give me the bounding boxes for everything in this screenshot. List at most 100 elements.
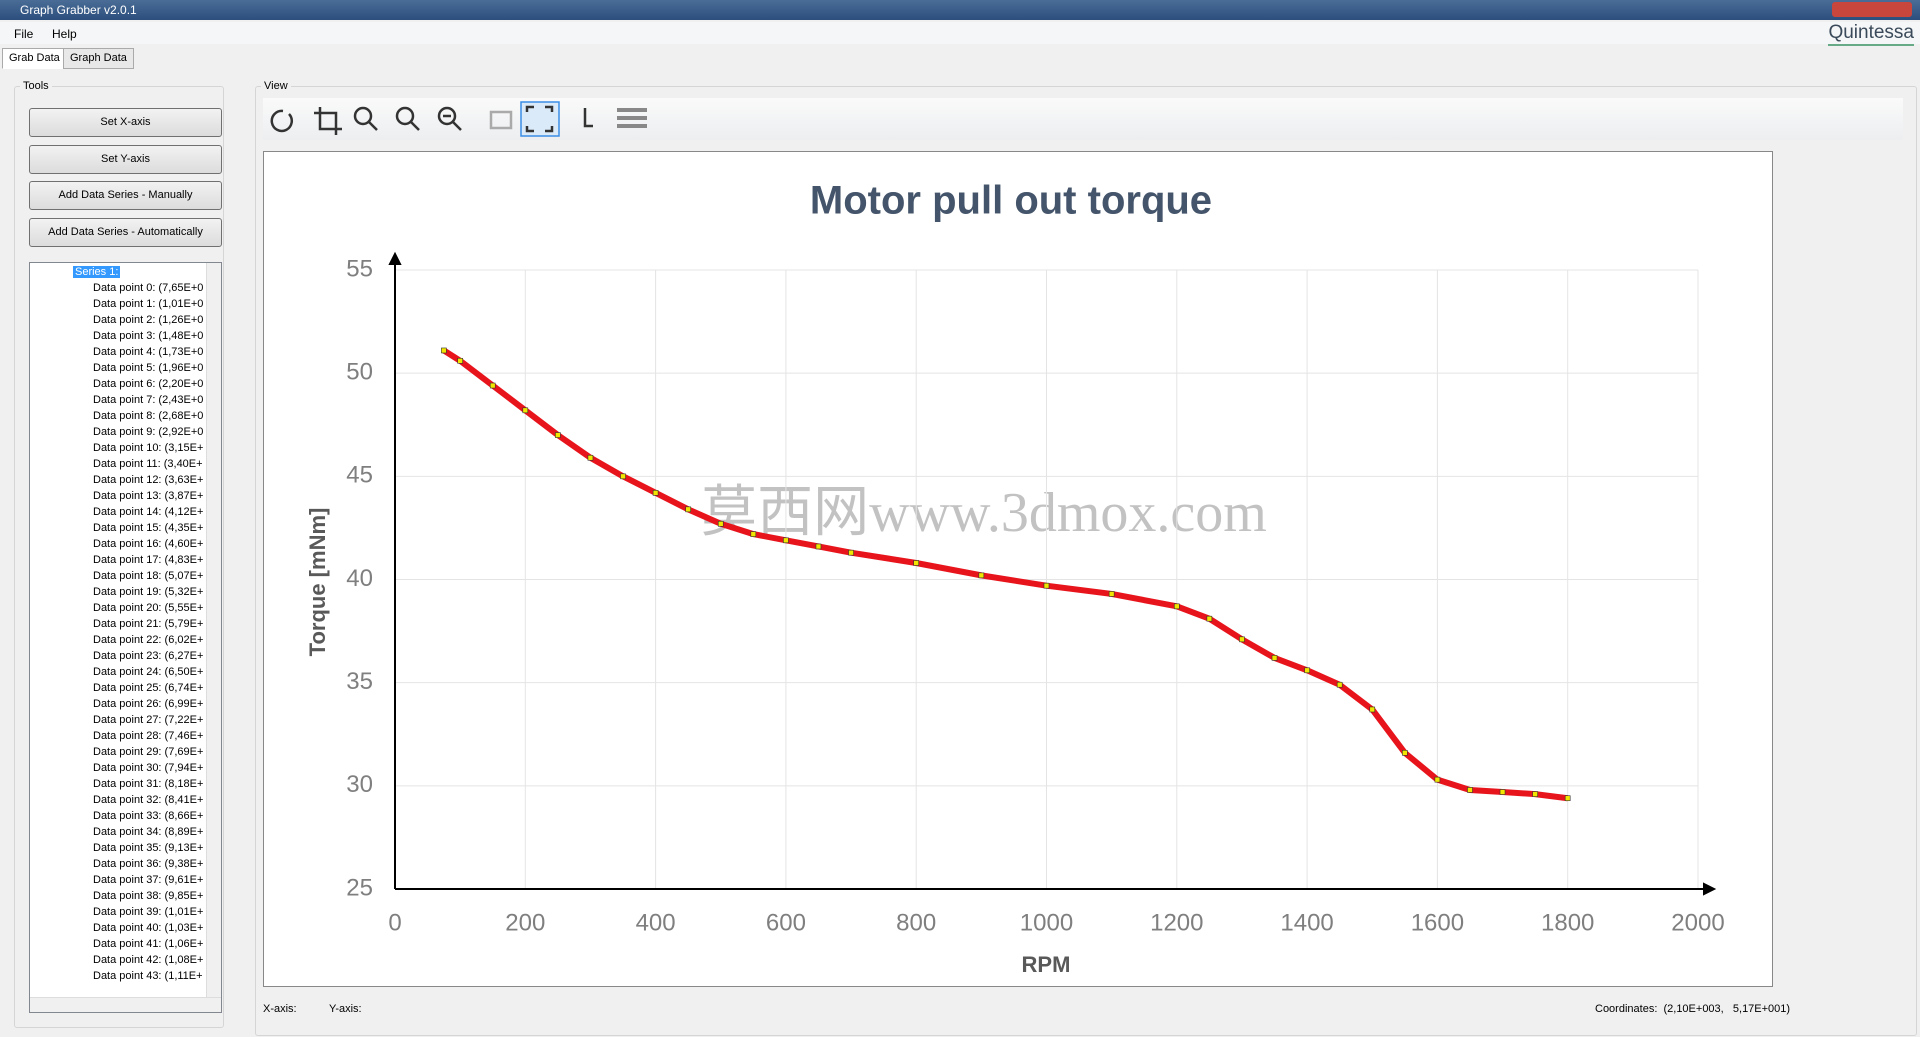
- tree-item[interactable]: Data point 2: (1,26E+00: [93, 314, 203, 326]
- data-point: [815, 543, 822, 550]
- zoom-in-icon[interactable]: [353, 106, 373, 126]
- tree-item[interactable]: Data point 28: (7,46E+0: [93, 730, 203, 742]
- tree-item[interactable]: Data point 3: (1,48E+00: [93, 330, 203, 342]
- tree-item[interactable]: Data point 19: (5,32E+0: [93, 586, 203, 598]
- x-tick-label: 600: [766, 909, 806, 936]
- tree-item[interactable]: Data point 37: (9,61E+0: [93, 874, 203, 886]
- menu-icon[interactable]: [617, 108, 647, 128]
- tree-item[interactable]: Data point 4: (1,73E+00: [93, 346, 203, 358]
- button[interactable]: Set X-axis: [29, 108, 222, 137]
- crop-icon[interactable]: [314, 107, 342, 135]
- tree-item[interactable]: Data point 6: (2,20E+00: [93, 378, 203, 390]
- x-tick-label: 1000: [1020, 909, 1073, 936]
- tree-item[interactable]: Data point 26: (6,99E+0: [93, 698, 203, 710]
- data-point: [489, 382, 496, 389]
- tree-item[interactable]: Data point 39: (1,01E+0: [93, 906, 203, 918]
- tree-item[interactable]: Data point 31: (8,18E+0: [93, 778, 203, 790]
- tree-item[interactable]: Data point 9: (2,92E+00: [93, 426, 203, 438]
- x-tick-label: 1600: [1411, 909, 1464, 936]
- tree-item[interactable]: Data point 14: (4,12E+0: [93, 506, 203, 518]
- tab[interactable]: Graph Data: [63, 48, 134, 69]
- tree-item[interactable]: Data point 20: (5,55E+0: [93, 602, 203, 614]
- toolbar-icons: [270, 101, 647, 137]
- scrollbar[interactable]: [206, 263, 221, 998]
- y-tick-label: 35: [346, 668, 373, 695]
- scrollbar[interactable]: [30, 997, 221, 1012]
- tree-item[interactable]: Data point 24: (6,50E+0: [93, 666, 203, 678]
- rotate-icon[interactable]: [270, 109, 294, 133]
- tree-item[interactable]: Data point 15: (4,35E+0: [93, 522, 203, 534]
- chart-frame: Motor pull out torque RPM Torque [mNm] 莫…: [263, 151, 1773, 987]
- tree-item[interactable]: Data point 8: (2,68E+00: [93, 410, 203, 422]
- tree-item[interactable]: Data point 32: (8,41E+0: [93, 794, 203, 806]
- tree-item[interactable]: Data point 34: (8,89E+0: [93, 826, 203, 838]
- tree-item[interactable]: Data point 16: (4,60E+0: [93, 538, 203, 550]
- graph-icon[interactable]: [489, 110, 513, 130]
- zoom-fit-icon[interactable]: [395, 106, 415, 126]
- tree-item[interactable]: Data point 36: (9,38E+0: [93, 858, 203, 870]
- tree-item[interactable]: Data point 12: (3,63E+0: [93, 474, 203, 486]
- toolbar: [263, 98, 1903, 140]
- tree-view[interactable]: Series 1: Data point 0: (7,65E+00 Data po…: [29, 262, 222, 1013]
- watermark: 莫西网www.3dmox.com: [701, 482, 1267, 544]
- tree-item[interactable]: Data point 17: (4,83E+0: [93, 554, 203, 566]
- data-point: [1304, 667, 1310, 674]
- pan-icon[interactable]: [583, 108, 593, 128]
- x-tick-label: 0: [388, 909, 401, 936]
- tree-item[interactable]: Data point 40: (1,03E+0: [93, 922, 203, 934]
- status-bar: X-axis: Y-axis: Coordinates: (2,10E+003,…: [255, 1000, 1915, 1020]
- data-point: [1239, 636, 1245, 643]
- y-tick-label: 40: [346, 565, 373, 592]
- data-point: [1369, 706, 1376, 713]
- data-point: [750, 531, 757, 537]
- data-point: [717, 520, 724, 527]
- tree-item[interactable]: Data point 7: (2,43E+00: [93, 394, 203, 406]
- y-tick-label: 25: [346, 874, 373, 901]
- tree-item[interactable]: Data point 21: (5,79E+0: [93, 618, 203, 630]
- tree-item[interactable]: Data point 25: (6,74E+0: [93, 682, 203, 694]
- brand-logo: Quintessa: [1828, 22, 1914, 46]
- data-point: [457, 357, 463, 364]
- data-point: [1271, 655, 1278, 661]
- x-tick-label: 200: [505, 909, 545, 936]
- menu-bar: File Help: [0, 22, 1920, 44]
- tree-item[interactable]: Data point 42: (1,08E+0: [93, 954, 203, 966]
- tree-item[interactable]: Data point 10: (3,15E+0: [93, 442, 203, 454]
- data-point: [913, 560, 920, 566]
- button[interactable]: Add Data Series - Automatically: [29, 218, 222, 247]
- data-point: [685, 506, 691, 513]
- data-point: [1434, 776, 1441, 783]
- tree-item[interactable]: Data point 5: (1,96E+00: [93, 362, 203, 374]
- tree-item[interactable]: Data point 30: (7,94E+0: [93, 762, 203, 774]
- zoom-out-icon[interactable]: [437, 106, 457, 126]
- data-point: [441, 347, 447, 354]
- x-tick-label: 2000: [1671, 909, 1724, 936]
- button[interactable]: Set Y-axis: [29, 145, 222, 174]
- series-line: [442, 347, 1569, 802]
- tree-item[interactable]: Data point 38: (9,85E+0: [93, 890, 203, 902]
- tree-item[interactable]: Data point 27: (7,22E+0: [93, 714, 203, 726]
- tree-series[interactable]: Series 1:: [73, 266, 121, 278]
- tree-item[interactable]: Data point 43: (1,11E+0: [93, 970, 203, 982]
- data-point: [555, 432, 561, 438]
- tree-item[interactable]: Data point 18: (5,07E+0: [93, 570, 203, 582]
- tree-item[interactable]: Data point 33: (8,66E+0: [93, 810, 203, 822]
- menu-file[interactable]: File: [14, 27, 34, 41]
- y-axis: [388, 251, 402, 889]
- tree-item[interactable]: Data point 23: (6,27E+0: [93, 650, 203, 662]
- tree-item[interactable]: Data point 29: (7,69E+0: [93, 746, 203, 758]
- tree-item[interactable]: Data point 22: (6,02E+0: [93, 634, 203, 646]
- menu-help[interactable]: Help: [52, 27, 77, 41]
- button[interactable]: Add Data Series - Manually: [29, 181, 222, 210]
- tree-item[interactable]: Data point 1: (1,01E+00: [93, 298, 203, 310]
- tree-item[interactable]: Data point 35: (9,13E+0: [93, 842, 203, 854]
- tab[interactable]: Grab Data: [2, 48, 67, 69]
- tree-item[interactable]: Data point 0: (7,65E+00: [93, 282, 203, 294]
- tree-item[interactable]: Data point 41: (1,06E+0: [93, 938, 203, 950]
- y-tick-label: 55: [346, 255, 373, 282]
- data-point: [1402, 750, 1408, 756]
- window-controls[interactable]: [1832, 2, 1912, 17]
- tree-item[interactable]: Data point 13: (3,87E+0: [93, 490, 203, 502]
- tree-item[interactable]: Data point 11: (3,40E+0: [93, 458, 203, 470]
